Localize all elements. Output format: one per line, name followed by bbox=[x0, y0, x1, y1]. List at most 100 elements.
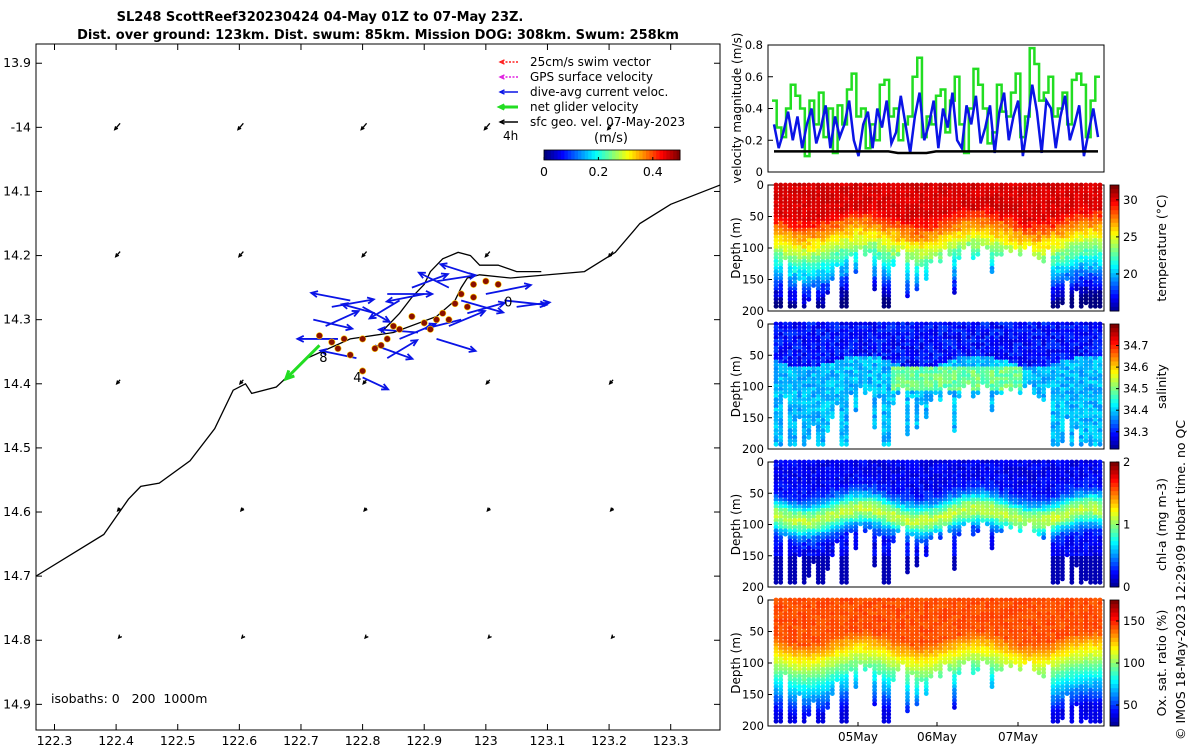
profile-dot bbox=[1036, 196, 1042, 202]
profile-dot bbox=[825, 290, 831, 295]
profile-dot bbox=[909, 244, 915, 250]
track-label: 0 bbox=[504, 295, 512, 310]
profile-dot bbox=[815, 369, 821, 375]
profile-dot bbox=[1097, 182, 1103, 188]
profile-dot bbox=[801, 290, 807, 295]
profile-dot bbox=[797, 262, 802, 268]
track-point bbox=[315, 332, 323, 340]
colorbar-segment bbox=[1110, 277, 1119, 283]
profile-dot bbox=[895, 244, 901, 250]
profile-dot bbox=[994, 238, 1000, 243]
profile-dot bbox=[825, 238, 831, 243]
profile-dot bbox=[782, 224, 788, 229]
profile-dot bbox=[1050, 276, 1056, 281]
profile-dot bbox=[900, 224, 906, 229]
legend-swatch-head bbox=[498, 74, 505, 80]
profile-dot bbox=[820, 338, 826, 344]
geo-vel-arrow-head bbox=[486, 507, 491, 513]
profile-dot bbox=[1088, 279, 1094, 285]
profile-dot bbox=[975, 206, 981, 212]
profile-dot bbox=[829, 244, 835, 250]
profile-dot bbox=[1050, 192, 1056, 198]
profile-dot bbox=[919, 248, 924, 254]
profile-dot bbox=[1064, 248, 1070, 254]
profile-dot bbox=[797, 404, 802, 409]
profile-dot bbox=[806, 431, 812, 437]
profile-dot bbox=[867, 199, 873, 205]
profile-dot bbox=[834, 362, 840, 368]
profile-dot bbox=[1031, 241, 1037, 247]
geo-vel-arrow bbox=[239, 507, 245, 513]
profile-dot bbox=[984, 220, 990, 226]
profile-dot bbox=[980, 380, 986, 385]
profile-dot bbox=[792, 342, 798, 348]
profile-dot bbox=[801, 182, 807, 188]
profile-dot bbox=[829, 383, 835, 389]
profile-dot bbox=[1055, 199, 1061, 205]
profile-dot bbox=[811, 417, 816, 423]
profile-dot bbox=[947, 241, 953, 247]
profile-dot bbox=[1074, 220, 1079, 226]
profile-dot bbox=[773, 258, 779, 264]
profile-dot bbox=[886, 203, 892, 209]
profile-dot bbox=[815, 355, 821, 361]
profile-dot bbox=[815, 393, 821, 399]
colorbar-segment bbox=[666, 150, 671, 160]
coastline bbox=[35, 184, 721, 577]
profile-dot bbox=[1074, 213, 1079, 219]
profile-dot bbox=[1064, 206, 1070, 212]
profile-dot bbox=[1050, 272, 1056, 278]
map-axes: 122.3 122.4 122.5 122.6 122.7 122.8 122.9 123 12… bbox=[3, 44, 720, 748]
profile-dot bbox=[1027, 199, 1032, 205]
profile-dot bbox=[806, 283, 812, 288]
profile-dot bbox=[942, 224, 948, 229]
profile-dot bbox=[1031, 231, 1037, 236]
profile-dot bbox=[778, 196, 784, 202]
profile-dot bbox=[952, 258, 957, 264]
profile-dot bbox=[1092, 255, 1098, 261]
profile-dot bbox=[1069, 189, 1075, 195]
geo-vel-arrow-head bbox=[115, 380, 121, 385]
profile-dot bbox=[890, 400, 896, 406]
profile-dot bbox=[844, 369, 849, 375]
profile-dot bbox=[1045, 227, 1051, 233]
profile-dot bbox=[829, 400, 835, 406]
profile-dot bbox=[1064, 220, 1070, 226]
profile-dot bbox=[942, 227, 948, 233]
profile-dot bbox=[1088, 199, 1094, 205]
profile-dot bbox=[797, 186, 802, 191]
profile-dot bbox=[1017, 199, 1023, 205]
profile-dot bbox=[792, 276, 798, 281]
profile-dot bbox=[815, 206, 821, 212]
profile-dot bbox=[942, 383, 948, 389]
profile-dot bbox=[1069, 296, 1075, 302]
profile-dot bbox=[1027, 238, 1032, 243]
profile-dot bbox=[797, 352, 802, 358]
profile-dot bbox=[933, 192, 939, 198]
profile-dot bbox=[773, 224, 779, 229]
profile-dot bbox=[947, 224, 953, 229]
profile-dot bbox=[890, 258, 896, 264]
profile-dot bbox=[933, 248, 939, 254]
profile-dot bbox=[1041, 224, 1047, 229]
velocity-series-line bbox=[772, 84, 1100, 157]
profile-dot bbox=[966, 227, 971, 233]
profile-dot bbox=[1074, 262, 1079, 268]
profile-dot bbox=[1078, 286, 1084, 292]
geo-vel-arrow bbox=[363, 507, 368, 513]
profile-dot bbox=[773, 335, 779, 341]
profile-dot bbox=[801, 404, 807, 409]
geo-vel-arrow-head bbox=[362, 380, 367, 385]
profile-dot bbox=[1078, 199, 1084, 205]
profile-ytick-label: 200 bbox=[742, 442, 764, 456]
map-ytick-label: 14.4 bbox=[3, 376, 31, 391]
profile-dot bbox=[881, 220, 887, 226]
map-xtick-label: 122.6 bbox=[221, 733, 257, 748]
profile-dot bbox=[867, 203, 873, 209]
profile-dot bbox=[1055, 269, 1061, 275]
colorbar-segment bbox=[595, 150, 599, 160]
profile-dot bbox=[1092, 276, 1098, 281]
profile-dot bbox=[1092, 186, 1098, 191]
profile-dot bbox=[820, 300, 826, 306]
